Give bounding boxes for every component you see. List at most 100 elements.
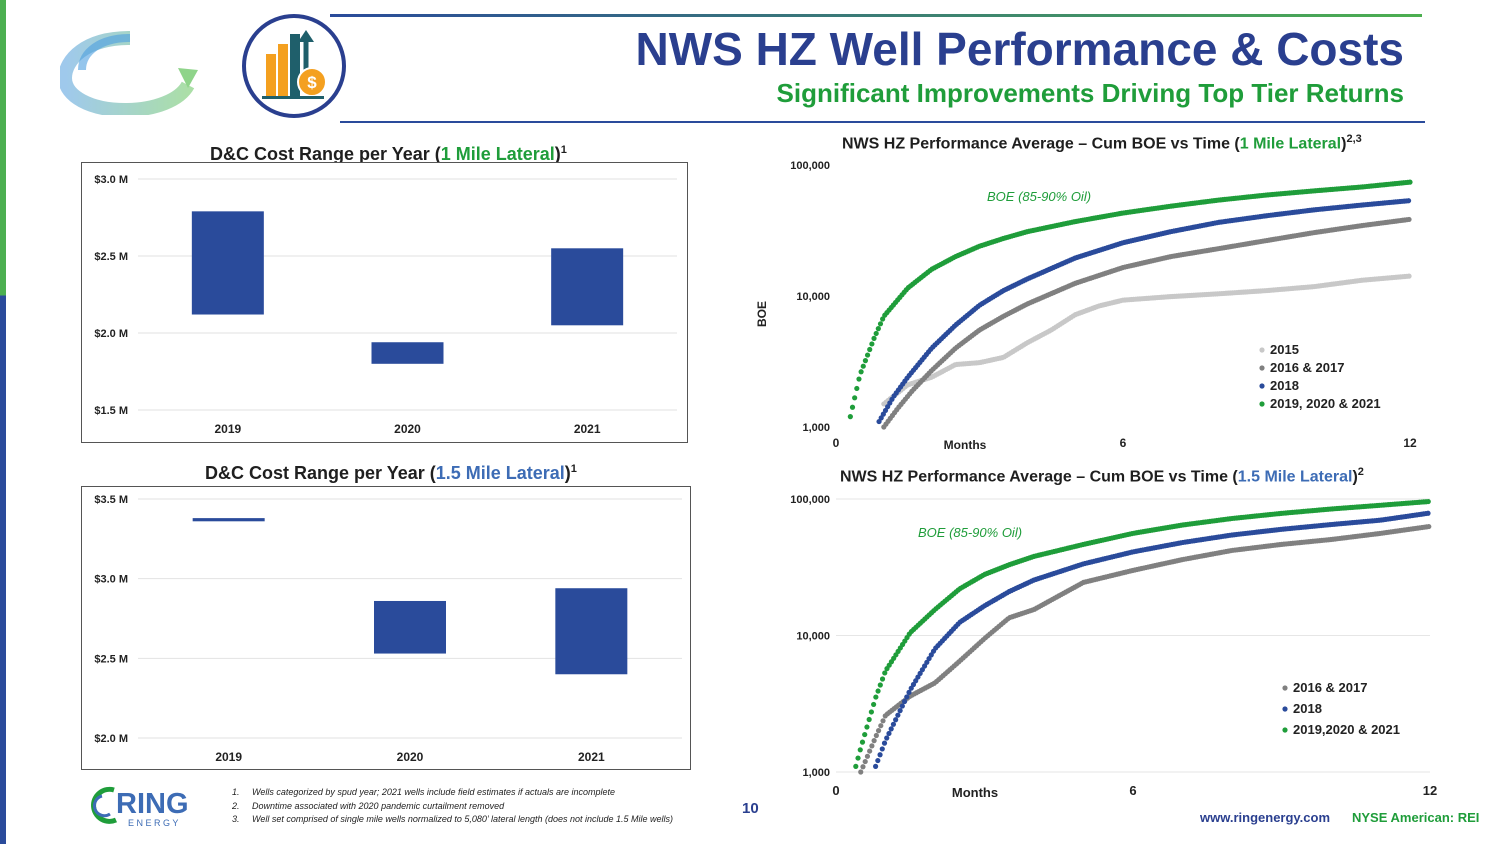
data-point bbox=[847, 414, 853, 420]
data-point bbox=[864, 352, 871, 358]
data-point bbox=[879, 746, 885, 752]
legend-label: 2019,2020 & 2021 bbox=[1293, 722, 1400, 737]
data-point bbox=[893, 717, 899, 723]
ring-arrow-logo-icon bbox=[60, 31, 198, 115]
data-point bbox=[867, 346, 873, 353]
data-point bbox=[862, 758, 868, 765]
y-tick-label: $1.5 M bbox=[94, 405, 128, 417]
data-point bbox=[890, 721, 897, 727]
x-axis-title: Months bbox=[952, 785, 998, 800]
range-bar bbox=[374, 600, 446, 654]
data-point bbox=[901, 698, 908, 705]
website-link[interactable]: www.ringenergy.com bbox=[1200, 810, 1331, 825]
title-divider bbox=[340, 121, 1425, 123]
data-point bbox=[862, 731, 868, 738]
y-tick-label: $3.0 M bbox=[94, 174, 128, 186]
data-point bbox=[857, 747, 863, 753]
data-point bbox=[871, 701, 877, 708]
y-tick-label: $2.5 M bbox=[94, 653, 128, 665]
legend-label: 2019, 2020 & 2021 bbox=[1270, 396, 1381, 411]
x-tick-label: 0 bbox=[833, 436, 840, 450]
y-tick-label: $2.5 M bbox=[94, 251, 128, 263]
data-point bbox=[875, 326, 881, 332]
data-point bbox=[869, 341, 875, 347]
series-2015 bbox=[881, 273, 1412, 407]
legend-label: 2018 bbox=[1293, 701, 1322, 716]
legend-marker bbox=[1259, 365, 1265, 371]
data-point bbox=[858, 369, 864, 375]
y-tick-label: $3.5 M bbox=[94, 494, 128, 506]
data-point bbox=[873, 763, 879, 769]
data-point bbox=[880, 718, 886, 724]
data-point bbox=[864, 753, 871, 759]
ring-energy-logo: RING E N E R G Y bbox=[91, 786, 189, 828]
data-point bbox=[854, 385, 860, 392]
data-point bbox=[873, 330, 879, 337]
y-tick-label: $2.0 M bbox=[94, 328, 128, 340]
range-bar bbox=[191, 211, 264, 315]
series-2016-2017 bbox=[858, 523, 1432, 775]
legend-marker bbox=[1259, 383, 1265, 389]
legend-label: 2018 bbox=[1270, 378, 1299, 393]
x-tick-label: 2020 bbox=[394, 422, 421, 436]
page-subtitle: Significant Improvements Driving Top Tie… bbox=[776, 78, 1404, 108]
chart-2-title: D&C Cost Range per Year (1.5 Mile Latera… bbox=[205, 463, 577, 483]
footnote: 1. Wells categorized by spud year; 2021 w… bbox=[232, 787, 616, 797]
data-point bbox=[1425, 498, 1431, 505]
range-bar bbox=[371, 342, 444, 364]
data-point bbox=[858, 769, 864, 775]
footnotes: 1. Wells categorized by spud year; 2021 w… bbox=[232, 786, 673, 827]
series-2018 bbox=[876, 198, 1412, 425]
finance-growth-badge: $ bbox=[242, 14, 346, 118]
data-point bbox=[855, 755, 861, 761]
data-point bbox=[877, 752, 883, 758]
x-tick-label: 2021 bbox=[574, 422, 601, 436]
y-axis-title: BOE bbox=[755, 301, 769, 327]
cum-boe-1-5-mile-chart: 1,000 10,000 100,000 0 6 12 Months BOE (85-90% … bbox=[790, 494, 1437, 800]
data-point bbox=[899, 703, 905, 709]
data-point bbox=[1407, 179, 1413, 185]
legend-label: 2015 bbox=[1270, 342, 1299, 357]
footnote: 3. Well set comprised of single mile well… bbox=[232, 814, 674, 824]
data-point bbox=[862, 358, 869, 364]
data-point bbox=[882, 670, 888, 676]
y-tick-label: $3.0 M bbox=[94, 574, 128, 586]
chart-4-title: NWS HZ Performance Average – Cum BOE vs … bbox=[840, 466, 1364, 486]
chart-annotation: BOE (85-90% Oil) bbox=[987, 189, 1091, 204]
data-point bbox=[904, 694, 910, 700]
series-2019-2020-2021 bbox=[853, 498, 1431, 769]
y-tick-label: 1,000 bbox=[802, 767, 830, 779]
cum-boe-1-mile-chart: 1,000 10,000 100,000 0 6 12 Months BOE BOE (85-9… bbox=[755, 160, 1417, 452]
range-bar bbox=[192, 518, 265, 522]
data-point bbox=[860, 363, 866, 369]
legend-marker bbox=[1259, 401, 1265, 407]
range-bar bbox=[551, 248, 624, 326]
series-2016-2017 bbox=[881, 216, 1412, 430]
data-point bbox=[868, 709, 874, 715]
legend-marker bbox=[1282, 685, 1288, 691]
data-point bbox=[853, 763, 859, 769]
y-tick-label: 10,000 bbox=[796, 631, 830, 643]
data-point bbox=[906, 689, 912, 695]
y-tick-label: 10,000 bbox=[796, 291, 830, 303]
legend-marker bbox=[1282, 727, 1288, 733]
chart-annotation: BOE (85-90% Oil) bbox=[918, 525, 1022, 540]
y-tick-label: 100,000 bbox=[790, 160, 830, 172]
top-divider bbox=[330, 14, 1422, 17]
cost-range-1-5-mile-chart: $2.0 M $2.5 M $3.0 M $3.5 M 2019 2020 2021 bbox=[94, 494, 682, 764]
y-tick-label: 1,000 bbox=[802, 422, 830, 434]
data-point bbox=[897, 708, 903, 714]
data-point bbox=[867, 748, 873, 754]
range-bar bbox=[555, 588, 628, 675]
left-accent-bar bbox=[0, 0, 6, 844]
data-point bbox=[856, 376, 862, 382]
data-point bbox=[873, 732, 879, 739]
data-point bbox=[869, 743, 875, 749]
x-axis-title: Months bbox=[944, 438, 987, 452]
cost-range-1-mile-chart: $1.5 M $2.0 M $2.5 M $3.0 M 2019 2020 2021 bbox=[94, 174, 677, 436]
x-tick-label: 2019 bbox=[215, 750, 242, 764]
y-tick-label: 100,000 bbox=[790, 494, 830, 506]
data-point bbox=[860, 764, 866, 770]
x-tick-label: 12 bbox=[1403, 436, 1417, 450]
bar-chart-dollar-icon: $ bbox=[262, 30, 327, 99]
